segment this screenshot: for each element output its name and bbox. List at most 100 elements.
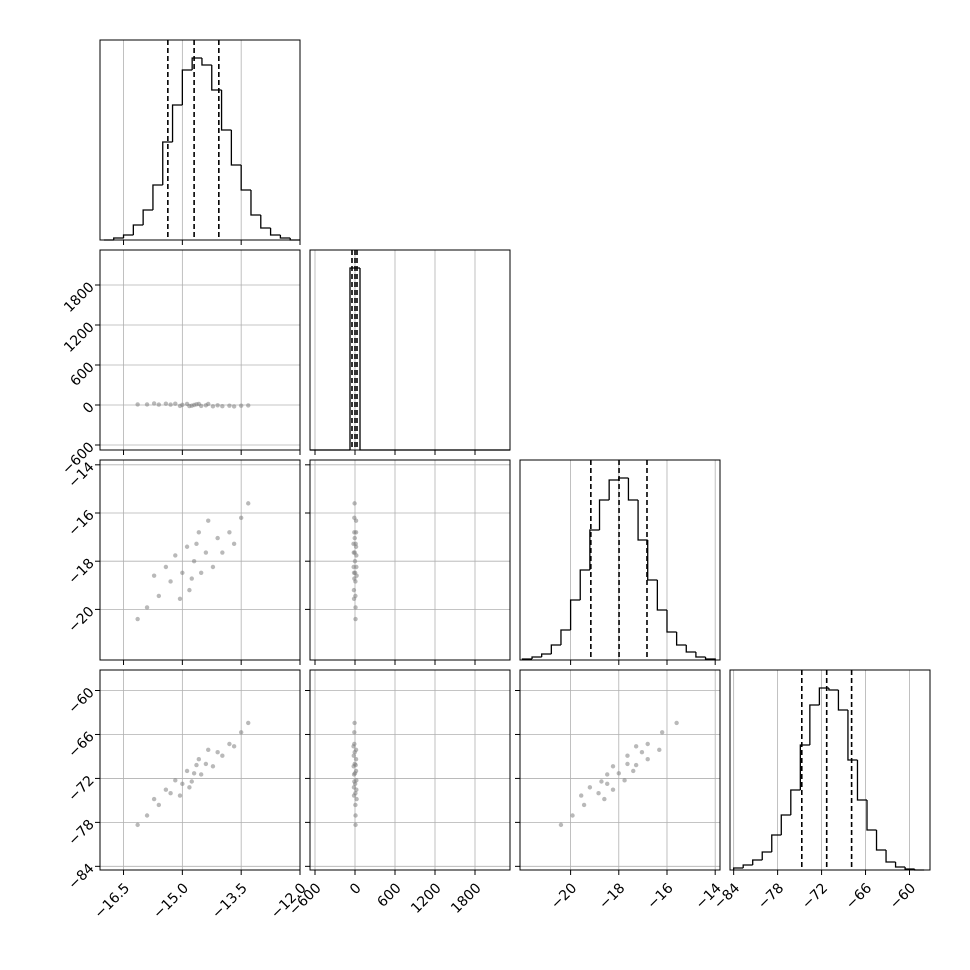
histogram-bin — [656, 580, 667, 611]
sample-point — [189, 403, 194, 408]
sample-point — [210, 564, 216, 570]
histogram-bin — [685, 645, 696, 653]
histogram-bin — [809, 704, 820, 745]
sample-point — [184, 768, 190, 774]
histogram-bin — [799, 744, 810, 790]
sample-point — [645, 757, 650, 762]
sample-point — [352, 730, 357, 735]
histogram-bin — [837, 690, 848, 711]
histogram-bin — [260, 215, 271, 229]
panel-frame — [519, 669, 721, 871]
histogram-bin — [201, 58, 212, 66]
y-tick-label: 1800 — [61, 279, 98, 316]
sample-point — [633, 744, 639, 749]
sample-point — [352, 720, 357, 726]
sample-point — [354, 573, 359, 578]
sample-point — [351, 570, 357, 575]
sample-point — [189, 779, 194, 784]
sample-point — [231, 404, 237, 409]
sample-point — [616, 771, 621, 776]
histogram-bin — [904, 867, 915, 870]
sample-point — [238, 515, 244, 521]
sample-point — [220, 404, 225, 409]
sample-point — [220, 753, 225, 758]
sample-point — [622, 778, 627, 783]
sample-point — [220, 550, 225, 555]
sample-point — [625, 753, 630, 758]
sample-point — [631, 768, 636, 774]
histogram-bin — [856, 760, 867, 801]
x-tick-label: −13.5 — [209, 880, 251, 922]
histogram-bin — [171, 104, 183, 142]
sample-point — [605, 781, 610, 787]
sample-point — [135, 616, 140, 622]
x-tick-label: −16 — [644, 880, 676, 912]
sample-point — [353, 616, 358, 622]
sample-point — [144, 402, 150, 407]
histogram-bin — [230, 130, 242, 166]
sample-point — [351, 596, 357, 601]
histogram-bin — [875, 830, 887, 851]
sample-point — [156, 402, 162, 407]
panel-frame — [99, 39, 301, 241]
sample-point — [194, 402, 199, 407]
histogram-bin — [181, 69, 193, 105]
y-tick-label: −18 — [65, 556, 97, 588]
histogram-bin — [847, 710, 858, 761]
histogram-bin — [761, 851, 772, 860]
panel-frame — [519, 459, 721, 661]
sample-point — [353, 605, 358, 610]
histogram-bin — [531, 656, 542, 659]
histogram-bin — [550, 644, 561, 654]
histogram-bin — [790, 789, 801, 815]
x-tick-label: 1200 — [408, 880, 445, 917]
histogram-bin — [279, 235, 291, 239]
x-tick-label: −15.0 — [150, 880, 192, 922]
sample-point — [187, 587, 192, 593]
sample-point — [625, 761, 630, 767]
sample-point — [354, 796, 359, 802]
histogram-bin — [608, 479, 619, 500]
x-tick-label: −78 — [755, 880, 787, 912]
sample-point — [151, 796, 157, 802]
sample-point — [156, 593, 162, 599]
histogram-bin — [162, 141, 173, 185]
sample-point — [156, 802, 162, 808]
histogram-bin — [647, 540, 658, 581]
histogram-bin — [560, 629, 571, 645]
histogram-bin — [637, 500, 648, 541]
x-tick-label: 600 — [374, 880, 404, 910]
histogram-bin — [359, 268, 370, 451]
x-tick-label: −72 — [799, 880, 831, 912]
sample-point — [206, 518, 211, 523]
sample-point — [227, 741, 232, 747]
histogram-bin — [752, 859, 763, 865]
histogram-bin — [733, 867, 744, 870]
sample-point — [189, 576, 194, 581]
histogram-bin — [666, 610, 677, 633]
sample-point — [352, 501, 357, 506]
sample-point — [210, 764, 216, 769]
histogram-bin — [113, 237, 124, 240]
histogram-bin — [269, 228, 281, 236]
histogram-bin — [618, 477, 629, 480]
histogram-bin — [828, 688, 839, 691]
sample-point — [352, 559, 358, 564]
sample-point — [605, 772, 610, 777]
histogram-bin — [142, 209, 153, 225]
panel-frame — [729, 669, 931, 871]
sample-point — [246, 403, 251, 408]
sample-point — [238, 403, 244, 408]
panel-frame — [99, 249, 301, 451]
panel-frame — [309, 249, 511, 451]
sample-point — [210, 404, 216, 409]
sample-point — [206, 747, 211, 753]
histogram-bin — [211, 65, 222, 91]
sample-point — [215, 535, 220, 541]
sample-point — [353, 802, 358, 808]
histogram-bin — [818, 687, 829, 705]
sample-point — [610, 764, 616, 769]
sample-point — [596, 791, 601, 796]
sample-point — [168, 402, 173, 407]
x-tick-label: −18 — [596, 880, 628, 912]
